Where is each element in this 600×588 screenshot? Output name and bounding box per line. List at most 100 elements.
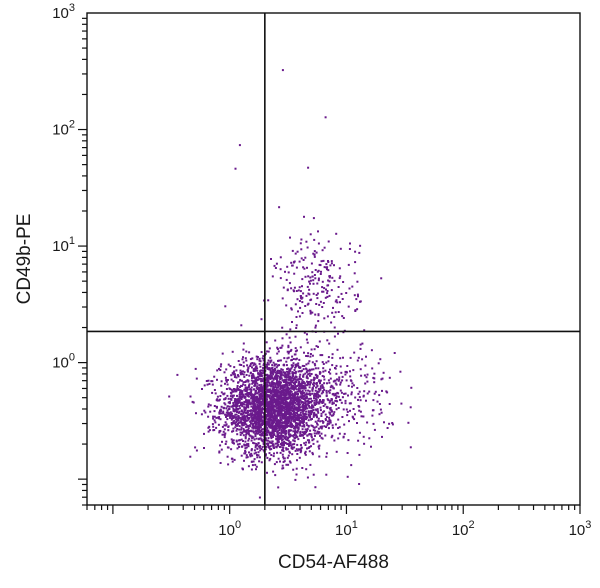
data-point [226, 411, 229, 414]
data-point [245, 456, 248, 459]
data-point [269, 431, 271, 434]
data-point [305, 418, 307, 421]
data-point [300, 296, 302, 299]
data-point [306, 447, 308, 450]
data-point [342, 408, 345, 411]
data-point [326, 422, 329, 425]
data-point [259, 374, 262, 377]
data-point [288, 420, 291, 423]
data-point [270, 403, 272, 406]
data-point [252, 399, 255, 402]
data-point [292, 375, 294, 378]
data-point [276, 431, 279, 434]
data-point [305, 395, 308, 398]
data-point [293, 393, 296, 396]
data-point [215, 416, 218, 419]
data-point [219, 369, 222, 371]
data-point [313, 414, 316, 417]
data-point [212, 429, 215, 432]
data-point [279, 435, 282, 438]
data-point [319, 406, 322, 409]
data-point [319, 382, 321, 385]
data-point [267, 394, 270, 397]
data-point [274, 391, 277, 394]
data-point [295, 324, 298, 327]
data-point [328, 280, 331, 283]
data-point [288, 336, 291, 339]
data-point [262, 443, 265, 446]
data-point [330, 414, 333, 417]
data-point [350, 379, 353, 382]
data-point [278, 414, 281, 417]
data-point [254, 415, 257, 418]
data-point [315, 415, 318, 418]
data-point [252, 423, 255, 425]
data-point [299, 346, 302, 349]
data-point [247, 386, 250, 388]
data-point [269, 377, 272, 380]
data-point [316, 375, 319, 378]
data-point [266, 415, 269, 418]
data-point [230, 457, 233, 460]
data-point [311, 361, 314, 364]
data-point [251, 464, 254, 467]
data-point [354, 250, 357, 253]
data-point [355, 298, 358, 301]
data-point [361, 358, 364, 361]
data-point [203, 409, 206, 412]
data-point [289, 236, 291, 239]
data-point [348, 287, 351, 290]
data-point [233, 416, 236, 419]
data-point [289, 341, 292, 344]
data-point [299, 416, 302, 419]
data-point [314, 277, 317, 280]
data-point [262, 355, 265, 358]
data-point [210, 380, 213, 383]
data-point [365, 376, 368, 379]
data-point [316, 385, 319, 388]
data-point [313, 382, 316, 385]
data-point [301, 415, 304, 418]
data-point [309, 374, 312, 377]
data-point [345, 379, 348, 382]
data-point [317, 345, 319, 348]
data-point [287, 356, 290, 359]
data-point [308, 411, 311, 414]
data-point [274, 339, 277, 342]
data-point [282, 381, 285, 383]
data-point [266, 376, 269, 378]
data-point [329, 264, 332, 267]
data-point [242, 373, 245, 376]
data-point [284, 433, 287, 436]
data-point [247, 414, 250, 417]
data-point [353, 351, 356, 354]
data-point [225, 414, 228, 417]
data-point [262, 396, 265, 399]
data-point [261, 440, 264, 443]
data-point [271, 388, 274, 391]
data-point [285, 430, 288, 432]
data-point [378, 403, 381, 405]
data-point [327, 427, 330, 430]
data-point [284, 422, 287, 425]
data-point [262, 359, 265, 362]
data-point [316, 430, 319, 433]
data-point [251, 373, 254, 376]
data-point [302, 266, 305, 269]
data-point [326, 339, 329, 342]
data-point [325, 361, 328, 364]
data-point [276, 414, 279, 417]
data-point [231, 405, 234, 408]
data-point [304, 384, 307, 387]
data-point [256, 456, 259, 459]
data-point [286, 456, 289, 459]
data-point [268, 421, 271, 423]
data-point [373, 381, 376, 384]
data-point [366, 373, 369, 376]
data-point [269, 356, 272, 359]
data-point [368, 390, 371, 393]
data-point [271, 440, 274, 443]
data-point [290, 367, 293, 370]
data-point [233, 366, 236, 369]
data-point [318, 455, 321, 458]
